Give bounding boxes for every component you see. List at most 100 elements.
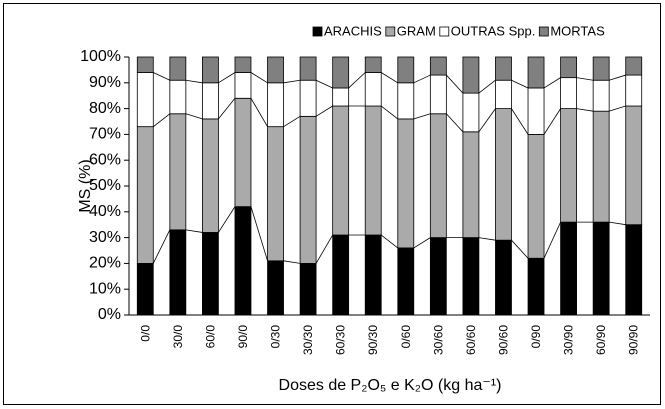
x-tick-label: 60/60 xyxy=(464,325,478,355)
series-line xyxy=(315,234,334,264)
series-line xyxy=(218,98,236,120)
series-line xyxy=(315,79,333,89)
bar-segment xyxy=(299,79,317,117)
series-line xyxy=(185,113,203,120)
series-line xyxy=(348,72,366,89)
x-tick-label: 90/90 xyxy=(627,325,641,355)
bar-segment xyxy=(625,224,643,316)
legend-swatch xyxy=(538,26,549,37)
y-tick-label: 60% xyxy=(89,151,121,168)
bar-segment xyxy=(527,257,545,316)
bar-segment xyxy=(202,82,219,120)
bar-segment xyxy=(234,56,252,73)
bar-segment xyxy=(364,56,382,73)
series-line xyxy=(609,74,626,81)
bar-segment xyxy=(592,221,610,316)
bar-segment xyxy=(299,115,317,264)
bar-segment xyxy=(429,74,447,115)
series-line xyxy=(283,116,301,127)
bar-segment xyxy=(462,237,480,316)
bar-segment xyxy=(397,82,415,120)
bar-segment xyxy=(495,239,512,316)
bar-segment xyxy=(462,92,480,133)
series-line xyxy=(413,237,431,249)
series-line xyxy=(315,105,333,117)
bar-segment xyxy=(462,56,480,94)
series-line xyxy=(543,221,561,259)
x-tick-label: 30/60 xyxy=(431,325,445,355)
series-line xyxy=(153,72,171,81)
bar-segment xyxy=(299,56,317,81)
x-tick-label: 0/30 xyxy=(269,325,283,349)
bar-segment xyxy=(462,131,480,239)
bar-segment xyxy=(332,56,350,89)
y-tick-label: 70% xyxy=(89,126,121,143)
bar-segment xyxy=(527,87,545,135)
bar-segment xyxy=(136,72,154,128)
series-line xyxy=(478,237,496,241)
series-line xyxy=(478,108,496,133)
series-line xyxy=(250,206,268,261)
series-line xyxy=(153,113,171,127)
bar-segment xyxy=(234,72,252,99)
x-tick-label: 0/90 xyxy=(529,325,543,349)
bar-segment xyxy=(234,97,252,208)
bar-segment xyxy=(560,221,577,316)
series-line xyxy=(152,229,171,264)
x-axis-label: Doses de P₂O₅ e K₂O (kg ha⁻¹) xyxy=(279,377,502,394)
bar-segment xyxy=(560,77,577,109)
bar-segment xyxy=(625,74,643,107)
series-line xyxy=(511,79,529,89)
series-line xyxy=(478,79,496,94)
legend-label: ARACHIS xyxy=(324,23,382,38)
series-line xyxy=(413,74,431,84)
bar-segment xyxy=(332,234,350,316)
series-line xyxy=(381,72,398,84)
bar-segment xyxy=(592,110,610,223)
legend-label: GRAM xyxy=(397,23,436,38)
chart-border xyxy=(3,3,661,405)
series-line xyxy=(250,72,268,84)
x-tick-label: 30/30 xyxy=(301,325,315,355)
bar-segment xyxy=(560,56,577,79)
bar-segment xyxy=(592,79,610,112)
bar-segment xyxy=(267,126,284,262)
legend-label: MORTAS xyxy=(550,23,605,38)
series-line xyxy=(543,108,561,135)
y-tick-label: 100% xyxy=(80,48,121,65)
bar-segment xyxy=(202,232,219,316)
bar-segment xyxy=(202,56,219,84)
bar-segment xyxy=(592,56,610,81)
series-line xyxy=(446,113,464,133)
y-axis-label: MS (%) xyxy=(77,159,94,212)
x-tick-label: 90/30 xyxy=(366,325,380,355)
bar-segment xyxy=(364,234,382,316)
bar-segment xyxy=(429,113,447,238)
y-tick-label: 80% xyxy=(89,100,121,117)
series-line xyxy=(576,77,594,81)
series-line xyxy=(413,113,431,120)
bar-segment xyxy=(169,79,187,115)
series-line xyxy=(511,239,529,259)
bar-segment xyxy=(234,206,252,316)
series-line xyxy=(283,79,301,84)
bar-segment xyxy=(364,72,382,107)
bar-segment xyxy=(625,56,643,76)
bar-segment xyxy=(397,247,415,316)
series-line xyxy=(185,229,203,233)
bar-segment xyxy=(169,113,187,231)
series-line xyxy=(576,108,594,112)
bar-segment xyxy=(136,126,154,264)
x-tick-label: 90/0 xyxy=(236,325,250,349)
bar-segment xyxy=(332,87,350,107)
bar-segment xyxy=(267,56,284,84)
bar-segment xyxy=(397,118,415,249)
bar-segment xyxy=(429,237,447,316)
y-tick-label: 40% xyxy=(89,203,121,220)
legend-swatch xyxy=(439,26,450,37)
series-line xyxy=(609,221,626,226)
series-line xyxy=(543,77,561,89)
y-tick-label: 0% xyxy=(98,306,121,323)
bar-segment xyxy=(527,56,545,89)
